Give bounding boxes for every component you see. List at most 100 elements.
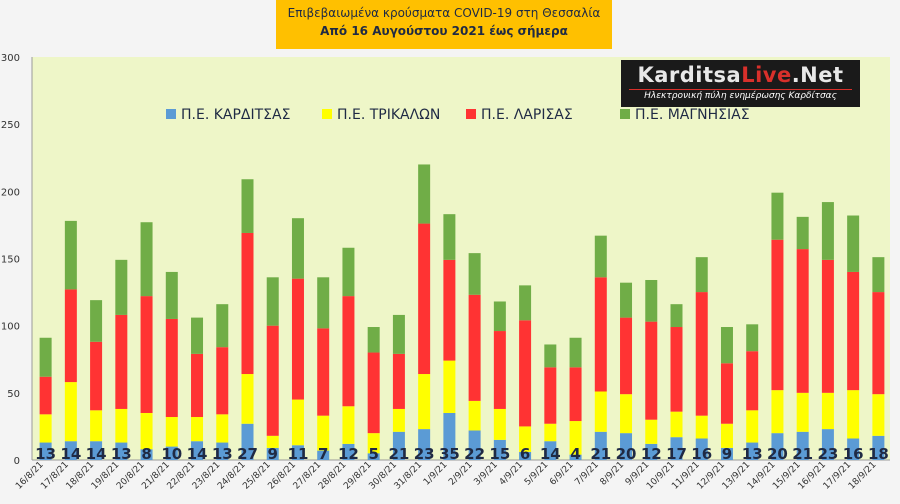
y-tick-label: 50 <box>7 389 20 400</box>
bar-data-label: 21 <box>590 445 611 463</box>
bar-segment <box>746 410 759 443</box>
legend-label: Π.Ε. ΚΑΡΔΙΤΣΑΣ <box>181 107 290 123</box>
bar-stack <box>140 222 153 460</box>
bar-segment <box>367 453 380 460</box>
bar-segment <box>115 314 128 409</box>
bar-segment <box>64 441 77 460</box>
bar-segment <box>695 415 708 439</box>
bar-segment <box>821 202 834 260</box>
bar-segment <box>39 414 52 443</box>
bar-data-label: 35 <box>439 445 460 463</box>
y-axis: 0 50 100 150 200 250 300 <box>1 53 33 467</box>
bar-segment <box>796 392 809 432</box>
bar-stack <box>64 220 77 460</box>
bar-segment <box>746 324 759 352</box>
bar-segment <box>519 426 532 452</box>
bar-segment <box>317 450 330 460</box>
bar-segment <box>191 317 204 354</box>
bar-segment <box>64 289 77 383</box>
bar-segment <box>342 406 355 444</box>
bar-segment <box>771 239 784 391</box>
bar-segment <box>771 390 784 434</box>
bar-segment <box>519 451 532 460</box>
bar-stack <box>266 277 279 460</box>
bar-segment <box>620 394 633 434</box>
bar-segment <box>872 394 885 436</box>
x-tick-label: 5/9/21 <box>523 460 551 488</box>
y-tick-label: 200 <box>1 187 20 198</box>
bar-data-label: 4 <box>570 445 580 463</box>
bar-segment <box>519 320 532 427</box>
bar-data-label: 12 <box>641 445 662 463</box>
x-tick-label: 7/9/21 <box>573 460 601 488</box>
bar-segment <box>670 304 683 328</box>
bar-data-label: 17 <box>666 445 687 463</box>
bar-data-label: 15 <box>489 445 510 463</box>
bar-stack <box>342 247 355 460</box>
bar-stack <box>544 344 557 460</box>
bar-segment <box>594 235 607 278</box>
bar-data-label: 23 <box>817 445 838 463</box>
x-tick-label: 31/8/21 <box>393 460 425 492</box>
bar-segment <box>443 214 456 260</box>
bar-segment <box>418 164 431 224</box>
bar-segment <box>241 232 254 375</box>
logo-brand-part-2: Live <box>741 63 792 87</box>
bar-segment <box>367 352 380 434</box>
bar-data-label: 14 <box>86 445 107 463</box>
logo-tagline: Ηλεκτρονική πύλη ενημέρωσης Καρδίτσας <box>644 91 837 101</box>
bar-segment <box>847 215 860 272</box>
bar-data-label: 27 <box>237 445 258 463</box>
bar-segment <box>468 400 481 431</box>
bar-segment <box>594 391 607 432</box>
bar-segment <box>367 327 380 353</box>
bar-segment <box>796 216 809 250</box>
bar-data-label: 5 <box>368 445 378 463</box>
bar-data-label: 16 <box>843 445 864 463</box>
bar-segment <box>569 454 582 460</box>
bar-data-label: 21 <box>388 445 409 463</box>
bar-data-label: 20 <box>616 445 637 463</box>
bar-data-label: 11 <box>288 445 309 463</box>
bar-segment <box>544 344 557 368</box>
bar-stack <box>796 216 809 460</box>
bar-segment <box>216 304 229 348</box>
karditsalive-logo: KarditsaLive.Net Ηλεκτρονική πύλη ενημέρ… <box>621 60 860 107</box>
bar-segment <box>443 360 456 413</box>
bar-segment <box>140 222 153 297</box>
bar-segment <box>90 300 103 342</box>
legend-swatch <box>166 109 176 119</box>
bar-segment <box>519 285 532 321</box>
chart-subtitle: Από 16 Αυγούστου 2021 έως σήμερα <box>320 24 568 38</box>
bar-segment <box>392 314 405 354</box>
bar-stack <box>216 304 229 460</box>
legend-swatch <box>466 109 476 119</box>
bar-segment <box>821 429 834 460</box>
logo-brand-part-3: .Net <box>791 63 844 87</box>
chart-title: Επιβεβαιωμένα κρούσματα COVID-19 στη Θεσ… <box>287 6 601 20</box>
bar-segment <box>720 363 733 424</box>
bar-stack <box>620 282 633 460</box>
bar-segment <box>645 321 658 420</box>
bar-stack <box>746 324 759 460</box>
x-axis: 16/8/2117/8/2118/8/2119/8/2120/8/2121/8/… <box>14 459 890 492</box>
bar-segment <box>392 431 405 460</box>
logo-brand: KarditsaLive.Net <box>621 63 860 87</box>
bar-stack <box>519 285 532 460</box>
bar-segment <box>115 259 128 315</box>
bar-data-label: 14 <box>60 445 81 463</box>
logo-divider <box>629 89 852 90</box>
bar-segment <box>64 220 77 290</box>
bar-data-label: 22 <box>464 445 485 463</box>
bar-data-label: 21 <box>792 445 813 463</box>
bar-stack <box>291 218 304 460</box>
bar-segment <box>115 408 128 443</box>
y-tick-label: 100 <box>1 322 20 333</box>
y-tick-label: 0 <box>14 456 20 467</box>
x-tick-label: 6/9/21 <box>548 460 576 488</box>
bar-segment <box>291 445 304 460</box>
legend-label: Π.Ε. ΤΡΙΚΑΛΩΝ <box>337 107 440 123</box>
bar-segment <box>90 410 103 442</box>
legend-swatch <box>322 109 332 119</box>
